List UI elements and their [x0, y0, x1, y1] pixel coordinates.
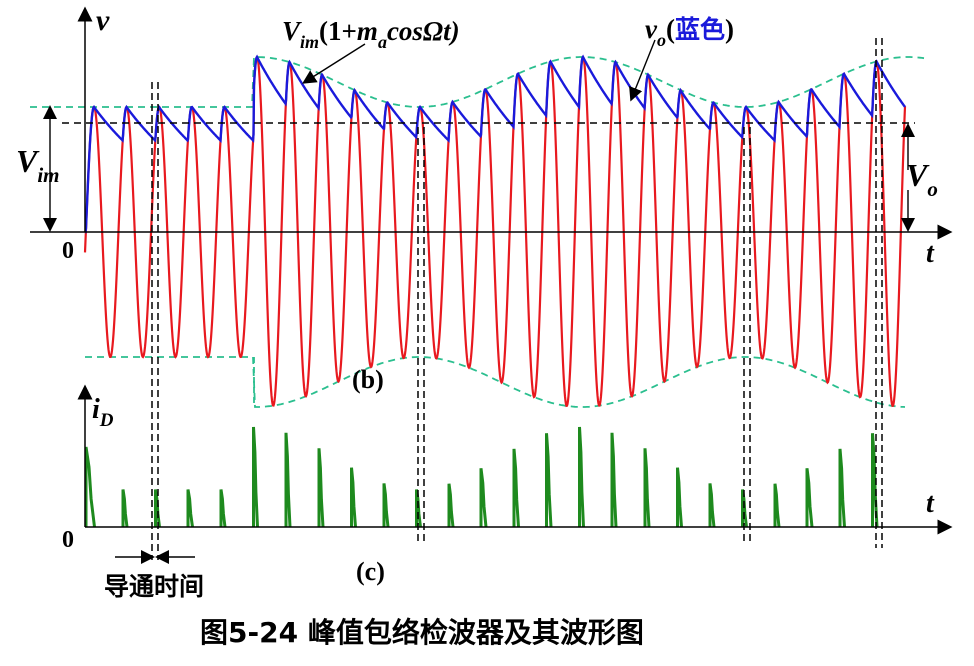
- vo-pointer-arrow: [629, 39, 656, 102]
- origin-label-top: 0: [62, 238, 74, 264]
- t-axis-label-bottom: t: [926, 488, 935, 519]
- current-pulse: [708, 483, 716, 528]
- envelope-pointer-arrow: [302, 43, 366, 84]
- vo-blue-word: 蓝色: [675, 15, 725, 44]
- origin-label-bottom: 0: [62, 527, 74, 553]
- current-pulse: [350, 467, 357, 528]
- current-pulse: [805, 468, 814, 528]
- detector-output-waveform: [84, 54, 906, 234]
- current-pulse: [84, 446, 96, 528]
- v-axis-label: v: [96, 4, 110, 37]
- current-pulse: [610, 432, 618, 528]
- current-pulse: [447, 483, 455, 528]
- envelope-open: (1+: [319, 16, 357, 46]
- vo-label-main: V: [906, 157, 930, 193]
- current-pulse: [252, 426, 259, 528]
- current-pulse: [317, 448, 325, 528]
- envelope-V: V: [282, 16, 302, 46]
- vo-sub: o: [657, 30, 666, 50]
- vim-label: Vim: [16, 143, 60, 187]
- vo-main: v: [645, 14, 658, 44]
- upper-envelope-curve: [30, 56, 925, 108]
- current-pulse: [741, 489, 748, 528]
- vim-label-main: V: [16, 143, 40, 179]
- axes: [30, 6, 953, 535]
- current-pulse: [512, 448, 520, 528]
- current-pulse: [154, 489, 161, 528]
- panel-b-label: (b): [352, 365, 384, 394]
- current-pulse: [382, 483, 390, 528]
- dimension-arrows: [43, 39, 915, 564]
- lower-envelope-curve: [85, 356, 906, 408]
- vo-paren-open: (: [666, 14, 675, 44]
- current-pulse: [643, 448, 651, 528]
- vo-paren-close: ): [725, 14, 734, 44]
- current-pulse: [545, 433, 553, 528]
- vo-label: Vo: [906, 157, 938, 201]
- envelope-sub: im: [300, 32, 319, 52]
- current-pulse: [838, 448, 846, 528]
- conduction-time-label: 导通时间: [104, 572, 204, 601]
- output-voltage-path: [84, 54, 906, 234]
- figure-caption: 图5-24 峰值包络检波器及其波形图: [200, 616, 644, 649]
- text-labels: v t t 0 0 Vim Vo Vim(1+macosΩt) vo(蓝色) i…: [16, 4, 938, 649]
- id-main: i: [92, 394, 100, 425]
- current-pulse: [284, 432, 292, 528]
- current-pulse: [415, 489, 422, 528]
- current-pulse: [773, 483, 781, 528]
- envelope-formula-label: Vim(1+macosΩt): [282, 16, 460, 52]
- envelope-a: a: [378, 32, 387, 52]
- envelope-rest: cosΩt): [387, 16, 460, 46]
- current-pulse: [186, 489, 194, 528]
- vo-blue-label: vo(蓝色): [645, 14, 734, 50]
- t-axis-label-top: t: [926, 238, 935, 269]
- panel-c-label: (c): [356, 557, 385, 586]
- guide-lines: [62, 38, 915, 560]
- vim-label-sub: im: [37, 163, 59, 187]
- id-axis-label: iD: [92, 394, 114, 431]
- current-pulse: [676, 467, 683, 528]
- id-sub: D: [99, 410, 114, 431]
- diode-current-pulses: [84, 426, 879, 528]
- vo-label-sub: o: [927, 177, 938, 201]
- current-pulse: [121, 489, 129, 528]
- current-pulse: [219, 489, 227, 528]
- current-pulse: [479, 468, 488, 528]
- envelope-m: m: [357, 16, 378, 46]
- current-pulse: [578, 426, 585, 528]
